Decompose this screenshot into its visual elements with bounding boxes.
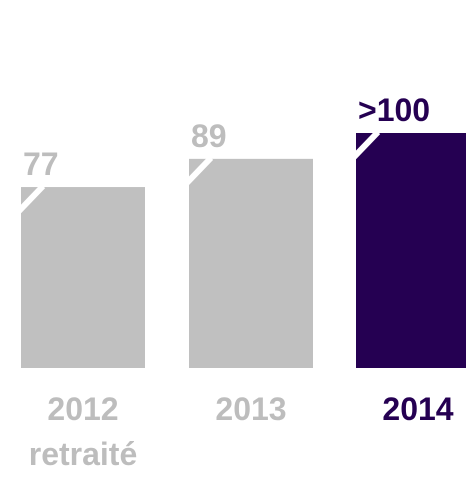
category-label-2012: 2012 xyxy=(47,391,118,427)
value-label-2013: 89 xyxy=(191,118,227,154)
bar-notch-2014 xyxy=(351,129,381,160)
value-label-2012: 77 xyxy=(23,146,59,182)
category-label-2013: 2013 xyxy=(215,391,286,427)
value-label-2014: >100 xyxy=(358,92,430,128)
bar-notch-2012 xyxy=(16,183,46,214)
bar-notch-2013 xyxy=(184,155,214,185)
bar-2012 xyxy=(21,187,145,368)
category-label-2014: 2014 xyxy=(382,391,453,427)
bar-2013 xyxy=(189,158,313,368)
bar-2014 xyxy=(356,133,466,368)
category-sublabel-2012: retraité xyxy=(29,436,138,472)
